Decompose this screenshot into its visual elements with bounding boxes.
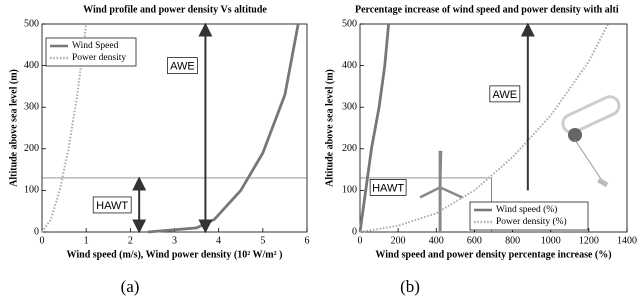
y-tick-label: 500 — [24, 18, 39, 29]
annotation-label: AWE — [493, 89, 518, 101]
annotation-label: AWE — [170, 61, 195, 73]
x-axis-label: Wind speed and power density percentage … — [375, 249, 611, 260]
x-tick-label: 4 — [216, 235, 221, 246]
x-tick-label: 1 — [84, 235, 89, 246]
caption: (a) — [121, 277, 140, 296]
y-tick-label: 400 — [24, 60, 39, 71]
x-tick-label: 2 — [128, 235, 133, 246]
legend-label: Wind speed (%) — [496, 204, 557, 215]
y-tick-label: 400 — [342, 60, 357, 71]
chart-title: Percentage increase of wind speed and po… — [355, 4, 619, 15]
legend-label: Wind Speed — [72, 41, 119, 51]
x-tick-label: 1400 — [617, 235, 637, 246]
y-tick-label: 100 — [342, 185, 357, 196]
x-tick-label: 0 — [358, 235, 363, 246]
legend-label: Power density (%) — [496, 216, 567, 227]
x-tick-label: 400 — [429, 235, 444, 246]
x-tick-label: 0 — [40, 235, 45, 246]
y-axis-label: Altitude above sea level (m) — [8, 69, 19, 187]
x-tick-label: 6 — [305, 235, 310, 246]
y-tick-label: 0 — [352, 226, 357, 237]
y-tick-label: 300 — [24, 101, 39, 112]
figure: Wind profile and power density Vs altitu… — [0, 0, 642, 300]
x-axis-label: Wind speed (m/s), Wind power density (10… — [67, 249, 283, 260]
x-tick-label: 3 — [172, 235, 177, 246]
x-tick-label: 600 — [467, 235, 482, 246]
y-tick-label: 200 — [342, 143, 357, 154]
annotation-label: HAWT — [96, 200, 128, 212]
y-tick-label: 100 — [24, 185, 39, 196]
y-tick-label: 0 — [34, 226, 39, 237]
y-tick-label: 200 — [24, 143, 39, 154]
annotation-label: HAWT — [372, 182, 404, 194]
x-tick-label: 5 — [260, 235, 265, 246]
caption: (b) — [400, 277, 420, 296]
kite-body — [568, 128, 582, 142]
x-tick-label: 800 — [505, 235, 520, 246]
x-tick-label: 1200 — [579, 235, 599, 246]
legend-label: Power density — [72, 53, 126, 63]
x-tick-label: 200 — [391, 235, 406, 246]
x-tick-label: 1000 — [541, 235, 561, 246]
chart-title: Wind profile and power density Vs altitu… — [83, 4, 267, 15]
y-tick-label: 500 — [342, 18, 357, 29]
y-tick-label: 300 — [342, 101, 357, 112]
y-axis-label: Altitude above sea level (m) — [324, 69, 335, 187]
